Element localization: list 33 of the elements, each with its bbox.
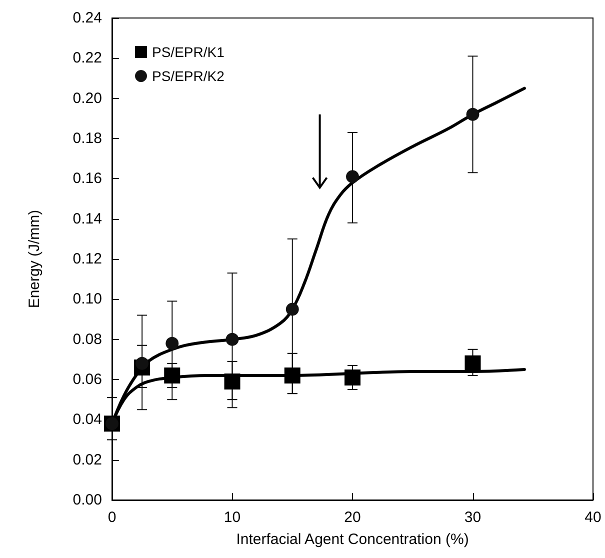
point <box>346 170 359 184</box>
x-tick-label: 20 <box>344 509 361 526</box>
point <box>164 367 180 384</box>
point <box>224 374 240 390</box>
y-tick-label: 0.22 <box>72 50 102 67</box>
legend-label: PS/EPR/K1 <box>152 44 225 60</box>
y-tick-label: 0.20 <box>72 90 102 107</box>
y-tick-label: 0.02 <box>72 451 102 468</box>
y-tick-label: 0.16 <box>72 170 102 188</box>
y-tick-label: 0.10 <box>72 290 102 308</box>
point <box>226 332 239 346</box>
point <box>286 302 299 316</box>
x-tick-label: 30 <box>464 509 482 526</box>
y-tick-label: 0.14 <box>72 210 102 228</box>
point <box>136 356 149 370</box>
y-tick-label: 0.00 <box>72 492 102 508</box>
y-tick-label: 0.08 <box>72 330 102 348</box>
x-tick-label: 0 <box>108 509 116 526</box>
point <box>284 367 300 384</box>
point <box>464 355 481 372</box>
y-tick-label: 0.06 <box>72 371 102 388</box>
x-tick-label: 40 <box>584 509 602 526</box>
y-axis-title: Energy (J/mm) <box>26 210 43 308</box>
y-tick-label: 0.18 <box>72 130 102 147</box>
point <box>166 336 179 350</box>
point <box>344 369 360 386</box>
x-tick-label: 10 <box>224 509 241 526</box>
y-tick-label: 0.04 <box>72 411 102 428</box>
point <box>466 108 480 121</box>
x-axis-title: Interfacial Agent Concentration (%) <box>236 531 469 548</box>
legend-label: PS/EPR/K2 <box>152 68 225 84</box>
y-tick-label: 0.24 <box>72 10 102 26</box>
y-tick-label: 0.12 <box>72 250 102 268</box>
